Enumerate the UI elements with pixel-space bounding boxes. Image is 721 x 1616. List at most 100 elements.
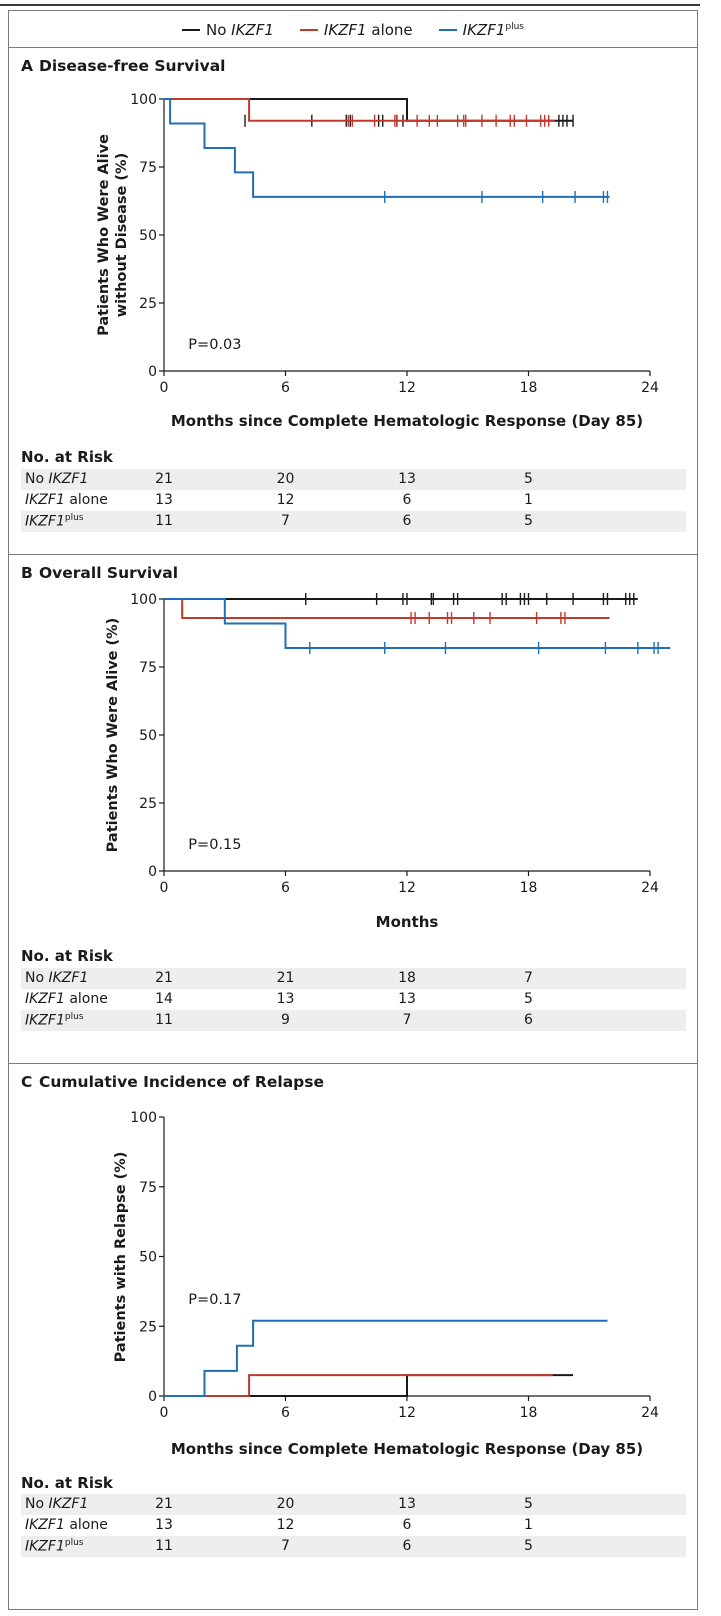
x-tick-label-6: 6 (281, 880, 290, 896)
risk-value-1-2: 6 (402, 1517, 412, 1533)
top-rule (0, 4, 700, 6)
risk-value-1-0: 14 (155, 991, 173, 1007)
risk-row-2: IKZF1plus 11 7 6 5 (21, 511, 686, 532)
p-value: P=0.03 (188, 337, 241, 353)
risk-value-1-1: 12 (276, 1517, 295, 1533)
y-tick-label-0: 0 (148, 864, 157, 880)
series-line-2 (164, 1319, 608, 1397)
risk-value-1-3: 1 (524, 1517, 533, 1533)
series-line-1 (164, 1374, 553, 1397)
legend-item-0: No IKZF1 (182, 21, 274, 39)
risk-value-0-0: 21 (155, 970, 173, 986)
risk-value-2-0: 11 (155, 1012, 173, 1028)
panel-letter: C (21, 1073, 33, 1091)
risk-value-2-3: 5 (524, 1538, 533, 1554)
risk-row-1: IKZF1 alone 13 12 6 1 (21, 490, 686, 511)
panel-b-overall-survival: B Overall Survival Patients Who Were Alive… (8, 554, 698, 1064)
x-tick-label-24: 24 (641, 380, 659, 396)
risk-row-1: IKZF1 alone 13 12 6 1 (21, 1515, 686, 1536)
legend-swatch-2 (438, 29, 457, 31)
x-tick-label-0: 0 (160, 380, 169, 396)
risk-value-1-0: 13 (155, 1517, 173, 1533)
risk-row-label-0: No IKZF1 (25, 970, 89, 986)
y-tick-label-75: 75 (139, 1180, 157, 1196)
risk-value-0-0: 21 (155, 471, 173, 487)
y-tick-label-100: 100 (130, 592, 157, 608)
panel-title-text: Cumulative Incidence of Relapse (39, 1073, 324, 1091)
y-tick-label-25: 25 (139, 1319, 157, 1335)
risk-value-2-2: 6 (402, 513, 412, 529)
risk-value-2-2: 7 (402, 1012, 412, 1028)
risk-table-title: No. at Risk (21, 448, 113, 466)
x-tick-label-24: 24 (641, 880, 659, 896)
x-tick-label-24: 24 (641, 1405, 659, 1421)
legend-label-1: IKZF1 alone (323, 21, 413, 39)
panel-title-a: A Disease-free Survival (21, 57, 226, 75)
risk-row-label-0: No IKZF1 (25, 471, 89, 487)
y-tick-label-100: 100 (130, 92, 157, 108)
x-tick-label-12: 12 (398, 380, 416, 396)
y-tick-label-50: 50 (139, 228, 157, 244)
y-tick-label-25: 25 (139, 796, 157, 812)
legend-item-1: IKZF1 alone (299, 21, 413, 39)
risk-value-0-3: 5 (524, 1496, 533, 1512)
x-tick-label-0: 0 (160, 880, 169, 896)
risk-row-label-2: IKZF1plus (25, 513, 84, 530)
risk-value-1-3: 1 (524, 492, 533, 508)
x-tick-label-12: 12 (398, 880, 416, 896)
risk-value-0-1: 21 (276, 970, 295, 986)
x-axis-label: Months since Complete Hematologic Respon… (170, 1440, 644, 1458)
risk-row-label-2: IKZF1plus (25, 1012, 84, 1029)
series-line-1 (164, 98, 555, 122)
risk-row-2: IKZF1plus 11 9 7 6 (21, 1010, 686, 1031)
risk-row-label-1: IKZF1 alone (25, 1517, 108, 1533)
risk-value-2-1: 7 (281, 1538, 290, 1554)
x-axis-label: Months (375, 913, 439, 931)
series-line-2 (164, 598, 671, 649)
panel-title-c: C Cumulative Incidence of Relapse (21, 1073, 324, 1091)
risk-value-0-0: 21 (155, 1496, 173, 1512)
y-tick-label-0: 0 (148, 364, 157, 380)
risk-value-0-3: 7 (524, 970, 533, 986)
series-line-0 (164, 98, 573, 122)
legend-label-0: No IKZF1 (206, 21, 274, 39)
legend-swatch-1 (299, 29, 318, 31)
risk-value-0-1: 20 (276, 1496, 295, 1512)
risk-value-2-2: 6 (402, 1538, 412, 1554)
x-axis-label: Months since Complete Hematologic Respon… (170, 412, 644, 430)
y-tick-label-0: 0 (148, 1389, 157, 1405)
risk-value-2-0: 11 (155, 513, 173, 529)
y-tick-label-75: 75 (139, 160, 157, 176)
risk-value-0-2: 13 (398, 471, 416, 487)
panel-letter: B (21, 564, 33, 582)
plot-svg: 0 25 50 75 100 0 6 12 18 24 P=0.17 (130, 1110, 659, 1421)
legend: No IKZF1 IKZF1 alone IKZF1plus (9, 11, 697, 49)
risk-value-0-1: 20 (276, 471, 295, 487)
x-tick-label-0: 0 (160, 1405, 169, 1421)
series-line-0 (164, 1374, 573, 1397)
risk-value-2-0: 11 (155, 1538, 173, 1554)
risk-value-0-2: 18 (398, 970, 416, 986)
x-tick-label-6: 6 (281, 380, 290, 396)
risk-row-0: No IKZF1 21 20 13 5 (21, 469, 686, 490)
risk-row-2: IKZF1plus 11 7 6 5 (21, 1536, 686, 1557)
panel-a-disease-free-survival: A Disease-free Survival Patients Who Were … (8, 47, 698, 555)
p-value: P=0.15 (188, 837, 241, 853)
risk-value-1-0: 13 (155, 492, 173, 508)
x-tick-label-18: 18 (520, 1405, 538, 1421)
risk-row-label-1: IKZF1 alone (25, 991, 108, 1007)
risk-value-0-2: 13 (398, 1496, 416, 1512)
panel-title-b: B Overall Survival (21, 564, 178, 582)
risk-row-0: No IKZF1 21 21 18 7 (21, 968, 686, 989)
x-tick-label-18: 18 (520, 380, 538, 396)
legend-swatch-0 (182, 29, 200, 31)
panel-c-cumulative-incidence-relapse: C Cumulative Incidence of Relapse Patients… (8, 1063, 698, 1610)
risk-value-2-1: 7 (281, 513, 290, 529)
plot-svg: 0 25 50 75 100 0 6 12 18 24 P=0.03 (130, 92, 659, 396)
x-tick-label-12: 12 (398, 1405, 416, 1421)
legend-box: No IKZF1 IKZF1 alone IKZF1plus (8, 10, 698, 48)
risk-value-2-1: 9 (281, 1012, 290, 1028)
series-line-2 (164, 98, 610, 198)
legend-label-2: IKZF1plus (462, 21, 524, 39)
